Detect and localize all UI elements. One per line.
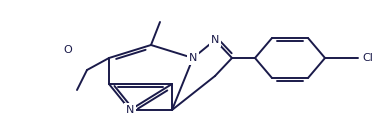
Text: N: N [189, 53, 197, 63]
Text: N: N [126, 105, 134, 115]
Text: O: O [64, 45, 73, 55]
Text: Cl: Cl [362, 53, 373, 63]
Text: N: N [211, 35, 219, 45]
